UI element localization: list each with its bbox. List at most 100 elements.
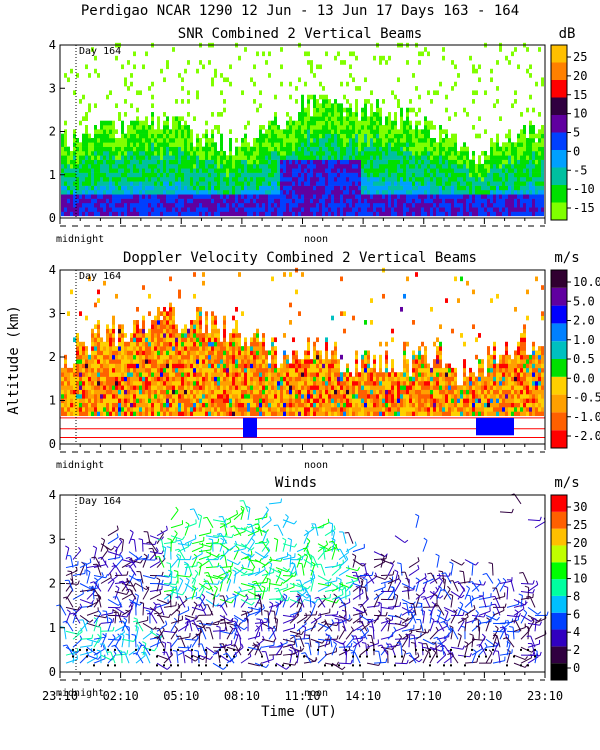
colorbar-tick-label: 2	[573, 643, 580, 657]
colorbar-tick-label: -1.0	[573, 410, 600, 424]
day-label: Day 164	[79, 271, 121, 282]
colorbar-swatch	[551, 528, 567, 546]
low-band-block	[476, 417, 514, 436]
colorbar-tick-label: -5	[573, 163, 587, 177]
colorbar-swatch	[551, 511, 567, 529]
y-tick-label: 1	[49, 621, 56, 635]
snr-panel: SNR Combined 2 Vertical Beams dB 0 1 2 3 4 mi…	[49, 26, 595, 245]
colorbar-tick-label: 2.0	[573, 314, 595, 328]
colorbar-swatch	[551, 45, 567, 63]
noon-label: noon	[304, 688, 328, 699]
y-tick-label: 1	[49, 168, 56, 182]
colorbar-tick-label: 20	[573, 69, 587, 83]
x-tick-label: 20:10	[466, 689, 502, 703]
y-tick-label: 4	[49, 38, 56, 52]
colorbar-swatch	[551, 80, 567, 98]
colorbar-swatch	[551, 545, 567, 563]
colorbar-swatch	[551, 663, 567, 680]
winds-title: Winds	[275, 475, 317, 491]
x-tick-label: 23:10	[42, 689, 78, 703]
colorbar-tick-label: 25	[573, 518, 587, 532]
figure-title: Perdigao NCAR 1290 12 Jun - 13 Jun 17 Da…	[81, 3, 519, 19]
colorbar-swatch	[551, 595, 567, 613]
colorbar-tick-label: 10	[573, 572, 587, 586]
colorbar-tick-label: -15	[573, 201, 595, 215]
colorbar-tick-label: 6	[573, 607, 580, 621]
velocity-panel: Doppler Velocity Combined 2 Vertical Bea…	[6, 250, 600, 471]
colorbar-tick-label: 25	[573, 50, 587, 64]
midnight-label: midnight	[56, 460, 104, 471]
colorbar-swatch	[551, 97, 567, 115]
y-tick-label: 2	[49, 350, 56, 364]
y-tick-label: 0	[49, 665, 56, 679]
velocity-units: m/s	[554, 250, 579, 266]
colorbar-swatch	[551, 612, 567, 630]
y-tick-label: 4	[49, 488, 56, 502]
y-tick-label: 3	[49, 307, 56, 321]
colorbar-swatch	[551, 305, 567, 324]
low-band-block	[243, 417, 257, 438]
colorbar-tick-label: 0	[573, 144, 580, 158]
y-tick-label: 3	[49, 81, 56, 95]
colorbar-tick-label: 15	[573, 554, 587, 568]
noon-label: noon	[304, 234, 328, 245]
colorbar-tick-label: -2.0	[573, 429, 600, 443]
y-tick-label: 2	[49, 577, 56, 591]
winds-units: m/s	[554, 475, 579, 491]
colorbar-swatch	[551, 167, 567, 185]
snr-field	[61, 42, 544, 217]
colorbar-swatch	[551, 185, 567, 203]
velocity-colorbar: 10.0 5.0 2.0 1.0 0.5 0.0 -0.5 -1.0 -2.0	[550, 269, 600, 449]
y-tick-label: 0	[49, 211, 56, 225]
colorbar-swatch	[551, 412, 567, 431]
colorbar-swatch	[551, 132, 567, 150]
colorbar-swatch	[551, 115, 567, 133]
x-tick-label: 23:10	[527, 689, 563, 703]
y-tick-label: 3	[49, 532, 56, 546]
noon-label: noon	[304, 460, 328, 471]
winds-axes: 0 1 2 3 4 midnight noon Day 164 23:10 02:10 05:10 0…	[42, 488, 563, 703]
colorbar-swatch	[551, 341, 567, 359]
colorbar-swatch	[551, 394, 567, 413]
colorbar-swatch	[551, 579, 567, 596]
colorbar-swatch	[551, 495, 567, 512]
colorbar-tick-label: 1.0	[573, 333, 595, 347]
colorbar-swatch	[551, 287, 567, 306]
colorbar-tick-label: 0	[573, 661, 580, 675]
y-tick-label: 2	[49, 125, 56, 139]
colorbar-frame	[550, 494, 568, 681]
x-tick-label: 11:10	[284, 689, 320, 703]
y-tick-label: 0	[49, 437, 56, 451]
day-label: Day 164	[79, 46, 121, 57]
colorbar-tick-label: 0.0	[573, 371, 595, 385]
colorbar-swatch	[551, 202, 567, 220]
colorbar-swatch	[551, 62, 567, 80]
colorbar-swatch	[551, 376, 567, 395]
colorbar-tick-label: 30	[573, 500, 587, 514]
colorbar-tick-label: 5.0	[573, 294, 595, 308]
colorbar-tick-label: 15	[573, 88, 587, 102]
x-tick-label: 08:10	[224, 689, 260, 703]
winds-field	[56, 493, 549, 671]
colorbar-tick-label: 5	[573, 126, 580, 140]
velocity-field	[60, 267, 545, 438]
snr-units: dB	[559, 26, 576, 42]
colorbar-tick-label: -0.5	[573, 391, 600, 405]
colorbar-swatch	[551, 150, 567, 168]
velocity-title: Doppler Velocity Combined 2 Vertical Bea…	[123, 250, 477, 266]
colorbar-swatch	[551, 629, 567, 647]
altitude-axis-label: Altitude (km)	[6, 305, 22, 415]
colorbar-swatch	[551, 562, 567, 580]
snr-title: SNR Combined 2 Vertical Beams	[178, 26, 422, 42]
colorbar-swatch	[551, 323, 567, 342]
colorbar-tick-label: 10	[573, 107, 587, 121]
colorbar-swatch	[551, 359, 567, 377]
colorbar-swatch	[551, 270, 567, 288]
colorbar-tick-label: -10	[573, 182, 595, 196]
y-tick-label: 1	[49, 394, 56, 408]
day-label: Day 164	[79, 496, 121, 507]
y-tick-label: 4	[49, 263, 56, 277]
colorbar-tick-label: 0.5	[573, 352, 595, 366]
